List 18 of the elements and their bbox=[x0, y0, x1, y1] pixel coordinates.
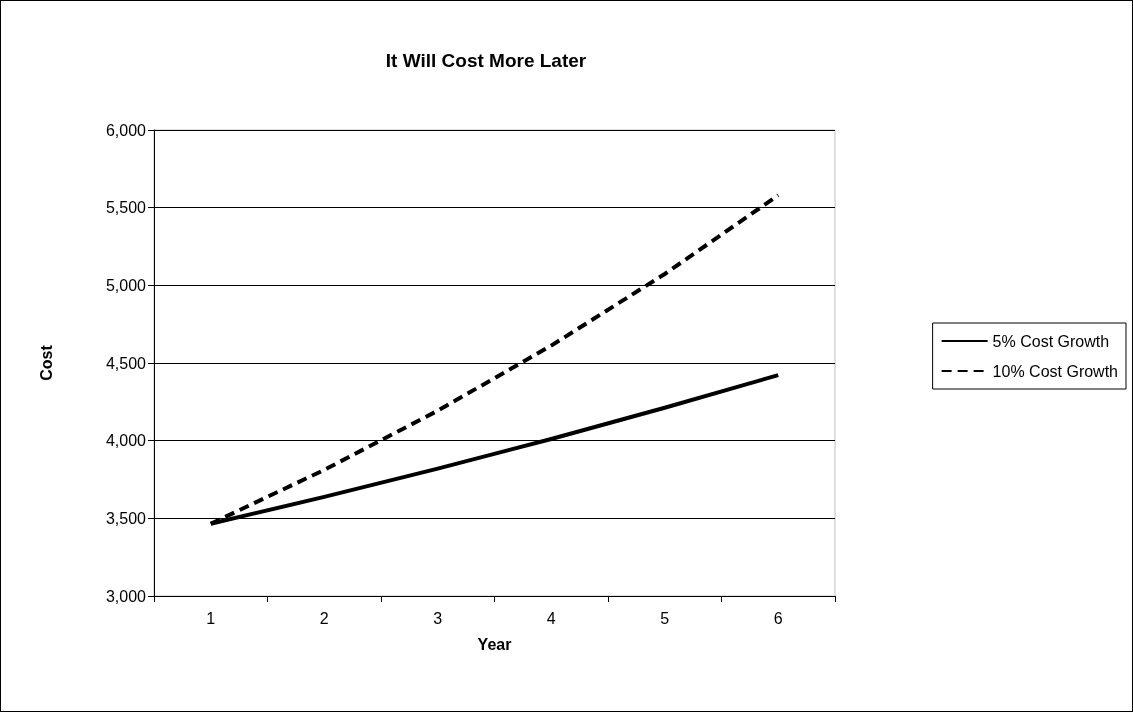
chart-title: It Will Cost More Later bbox=[385, 50, 587, 71]
y-axis-title: Cost bbox=[37, 344, 55, 381]
y-tick-label: 4,000 bbox=[105, 432, 147, 450]
x-tick-label: 5 bbox=[660, 609, 670, 627]
x-tick-label: 2 bbox=[319, 609, 329, 627]
y-tick-label: 5,500 bbox=[105, 199, 147, 217]
y-tick-label: 5,000 bbox=[105, 276, 147, 294]
x-axis-title: Year bbox=[477, 635, 512, 653]
y-tick-label: 4,500 bbox=[105, 354, 147, 372]
x-tick-label: 3 bbox=[433, 609, 443, 627]
y-tick-label: 3,500 bbox=[105, 509, 147, 527]
y-tick-label: 3,000 bbox=[105, 587, 147, 605]
x-tick-label: 6 bbox=[773, 609, 783, 627]
legend-label: 5% Cost Growth bbox=[992, 332, 1110, 350]
x-tick-label: 1 bbox=[206, 609, 216, 627]
y-tick-label: 6,000 bbox=[105, 121, 147, 139]
legend-label: 10% Cost Growth bbox=[992, 362, 1119, 380]
x-tick-label: 4 bbox=[546, 609, 556, 627]
